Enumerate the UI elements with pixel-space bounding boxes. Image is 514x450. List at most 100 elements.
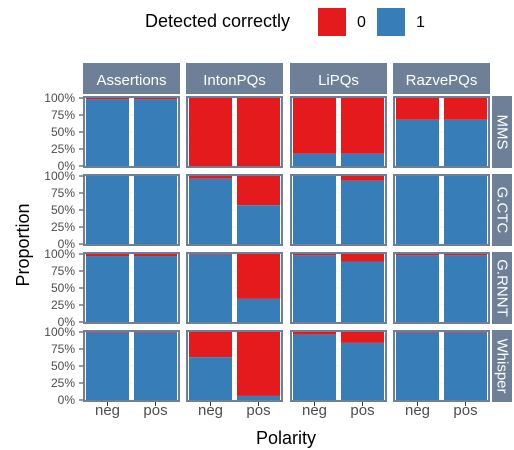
panel-border [393, 252, 490, 324]
bar-1-Whisper-LiPQs-pos [341, 342, 384, 400]
y-tick-label: 25% [51, 376, 75, 390]
bar-0-MMS-RazvePQs-pos [444, 98, 487, 120]
bar-1-Whisper-LiPQs-neg [293, 334, 336, 400]
bar-1-MMS-LiPQs-pos [341, 153, 384, 166]
strip-LiPQs [290, 63, 387, 94]
bar-1-G.RNNT-IntonPQs-neg [189, 254, 232, 322]
strip-MMS [492, 96, 512, 168]
x-tick-label: pos [453, 402, 477, 419]
x-tick-label: neg [198, 402, 223, 419]
panel-border [83, 252, 180, 324]
strip-label-MMS: MMS [494, 115, 511, 150]
bar-1-MMS-Assertions-pos [134, 99, 177, 166]
bar-0-MMS-IntonPQs-neg [189, 98, 232, 166]
panel-border [186, 330, 283, 402]
panel-border [393, 174, 490, 246]
strip-Assertions [83, 63, 180, 94]
y-tick-label: 25% [51, 298, 75, 312]
y-tick-label: 50% [51, 281, 75, 295]
bar-0-MMS-LiPQs-pos [341, 98, 384, 154]
bar-0-MMS-IntonPQs-pos [237, 98, 280, 166]
facet-panels: Assertions IntonPQs LiPQs RazvePQs MMS G.CTC G… [44, 63, 512, 419]
panel-border [186, 252, 283, 324]
bar-0-G.RNNT-RazvePQs-pos [444, 254, 487, 256]
bar-1-G.CTC-IntonPQs-pos [237, 205, 280, 244]
panel-border [83, 96, 180, 168]
bar-1-Whisper-IntonPQs-pos [237, 395, 280, 400]
bar-0-G.RNNT-LiPQs-neg [293, 254, 336, 256]
strip-IntonPQs [186, 63, 283, 94]
bar-0-Whisper-LiPQs-neg [293, 332, 336, 335]
x-axis-title: Polarity [256, 428, 316, 448]
strip-G.CTC [492, 174, 512, 246]
panel-border [290, 252, 387, 324]
panel-border [83, 330, 180, 402]
bar-1-G.RNNT-IntonPQs-pos [237, 298, 280, 322]
strip-label-Assertions: Assertions [96, 72, 166, 89]
legend: Detected correctly 0 1 [145, 8, 425, 36]
bar-1-G.RNNT-Assertions-pos [134, 256, 177, 322]
y-tick-label: 0% [58, 237, 76, 251]
bar-0-MMS-Assertions-neg [86, 98, 129, 100]
bar-0-Whisper-IntonPQs-pos [237, 332, 280, 396]
y-tick-label: 50% [51, 203, 75, 217]
y-tick-label: 75% [51, 186, 75, 200]
strip-label-Whisper: Whisper [494, 338, 511, 393]
x-tick-label: pos [246, 402, 270, 419]
bar-0-Whisper-IntonPQs-neg [189, 332, 232, 358]
bar-0-G.RNNT-Assertions-neg [86, 254, 129, 257]
bar-0-Whisper-Assertions-pos [134, 332, 177, 333]
bar-0-G.CTC-LiPQs-pos [341, 176, 384, 181]
x-tick-label: pos [350, 402, 374, 419]
bar-1-G.CTC-Assertions-pos [134, 176, 177, 244]
bar-1-G.CTC-LiPQs-neg [293, 176, 336, 244]
bar-1-Whisper-Assertions-pos [134, 332, 177, 400]
y-tick-label: 100% [44, 91, 75, 105]
panel-border [186, 96, 283, 168]
y-tick-label: 75% [51, 342, 75, 356]
bar-0-Whisper-LiPQs-pos [341, 332, 384, 343]
legend-title: Detected correctly [145, 11, 290, 31]
legend-swatch-1 [377, 8, 405, 36]
y-tick-label: 50% [51, 125, 75, 139]
bar-1-MMS-Assertions-neg [86, 99, 129, 166]
bar-0-G.RNNT-RazvePQs-neg [396, 254, 439, 256]
y-tick-label: 0% [58, 393, 76, 407]
bar-0-MMS-RazvePQs-neg [396, 98, 439, 120]
strip-RazvePQs [393, 63, 490, 94]
bar-0-G.RNNT-Assertions-pos [134, 254, 177, 257]
bar-0-G.CTC-IntonPQs-pos [237, 176, 280, 206]
y-tick-label: 25% [51, 220, 75, 234]
panel-border [186, 174, 283, 246]
bar-1-Whisper-IntonPQs-neg [189, 357, 232, 400]
strip-label-G.RNNT: G.RNNT [494, 259, 511, 317]
strip-label-RazvePQs: RazvePQs [406, 72, 478, 89]
y-axis-title: Proportion [13, 203, 33, 286]
bar-0-Whisper-Assertions-neg [86, 332, 129, 333]
panel-border [393, 330, 490, 402]
panel-border [83, 174, 180, 246]
bar-1-G.RNNT-LiPQs-neg [293, 255, 336, 322]
panel-border [290, 330, 387, 402]
bar-1-G.RNNT-LiPQs-pos [341, 261, 384, 322]
bar-1-G.CTC-IntonPQs-neg [189, 178, 232, 244]
y-tick-label: 75% [51, 108, 75, 122]
bar-0-G.CTC-IntonPQs-neg [189, 176, 232, 179]
bar-1-MMS-LiPQs-neg [293, 153, 336, 166]
x-tick-label: neg [405, 402, 430, 419]
y-tick-label: 0% [58, 159, 76, 173]
x-tick-label: neg [95, 402, 120, 419]
panel-border [290, 174, 387, 246]
bar-1-G.RNNT-RazvePQs-pos [444, 255, 487, 322]
panel-border [393, 96, 490, 168]
bar-1-MMS-RazvePQs-neg [396, 119, 439, 166]
bar-1-Whisper-RazvePQs-pos [444, 332, 487, 400]
y-tick-label: 25% [51, 142, 75, 156]
legend-swatch-0 [318, 8, 346, 36]
y-tick-label: 100% [44, 247, 75, 261]
bar-1-MMS-RazvePQs-pos [444, 119, 487, 166]
bar-0-Whisper-RazvePQs-neg [396, 332, 439, 333]
strip-label-G.CTC: G.CTC [494, 187, 511, 234]
panel-border [290, 96, 387, 168]
bar-0-Whisper-RazvePQs-pos [444, 332, 487, 333]
